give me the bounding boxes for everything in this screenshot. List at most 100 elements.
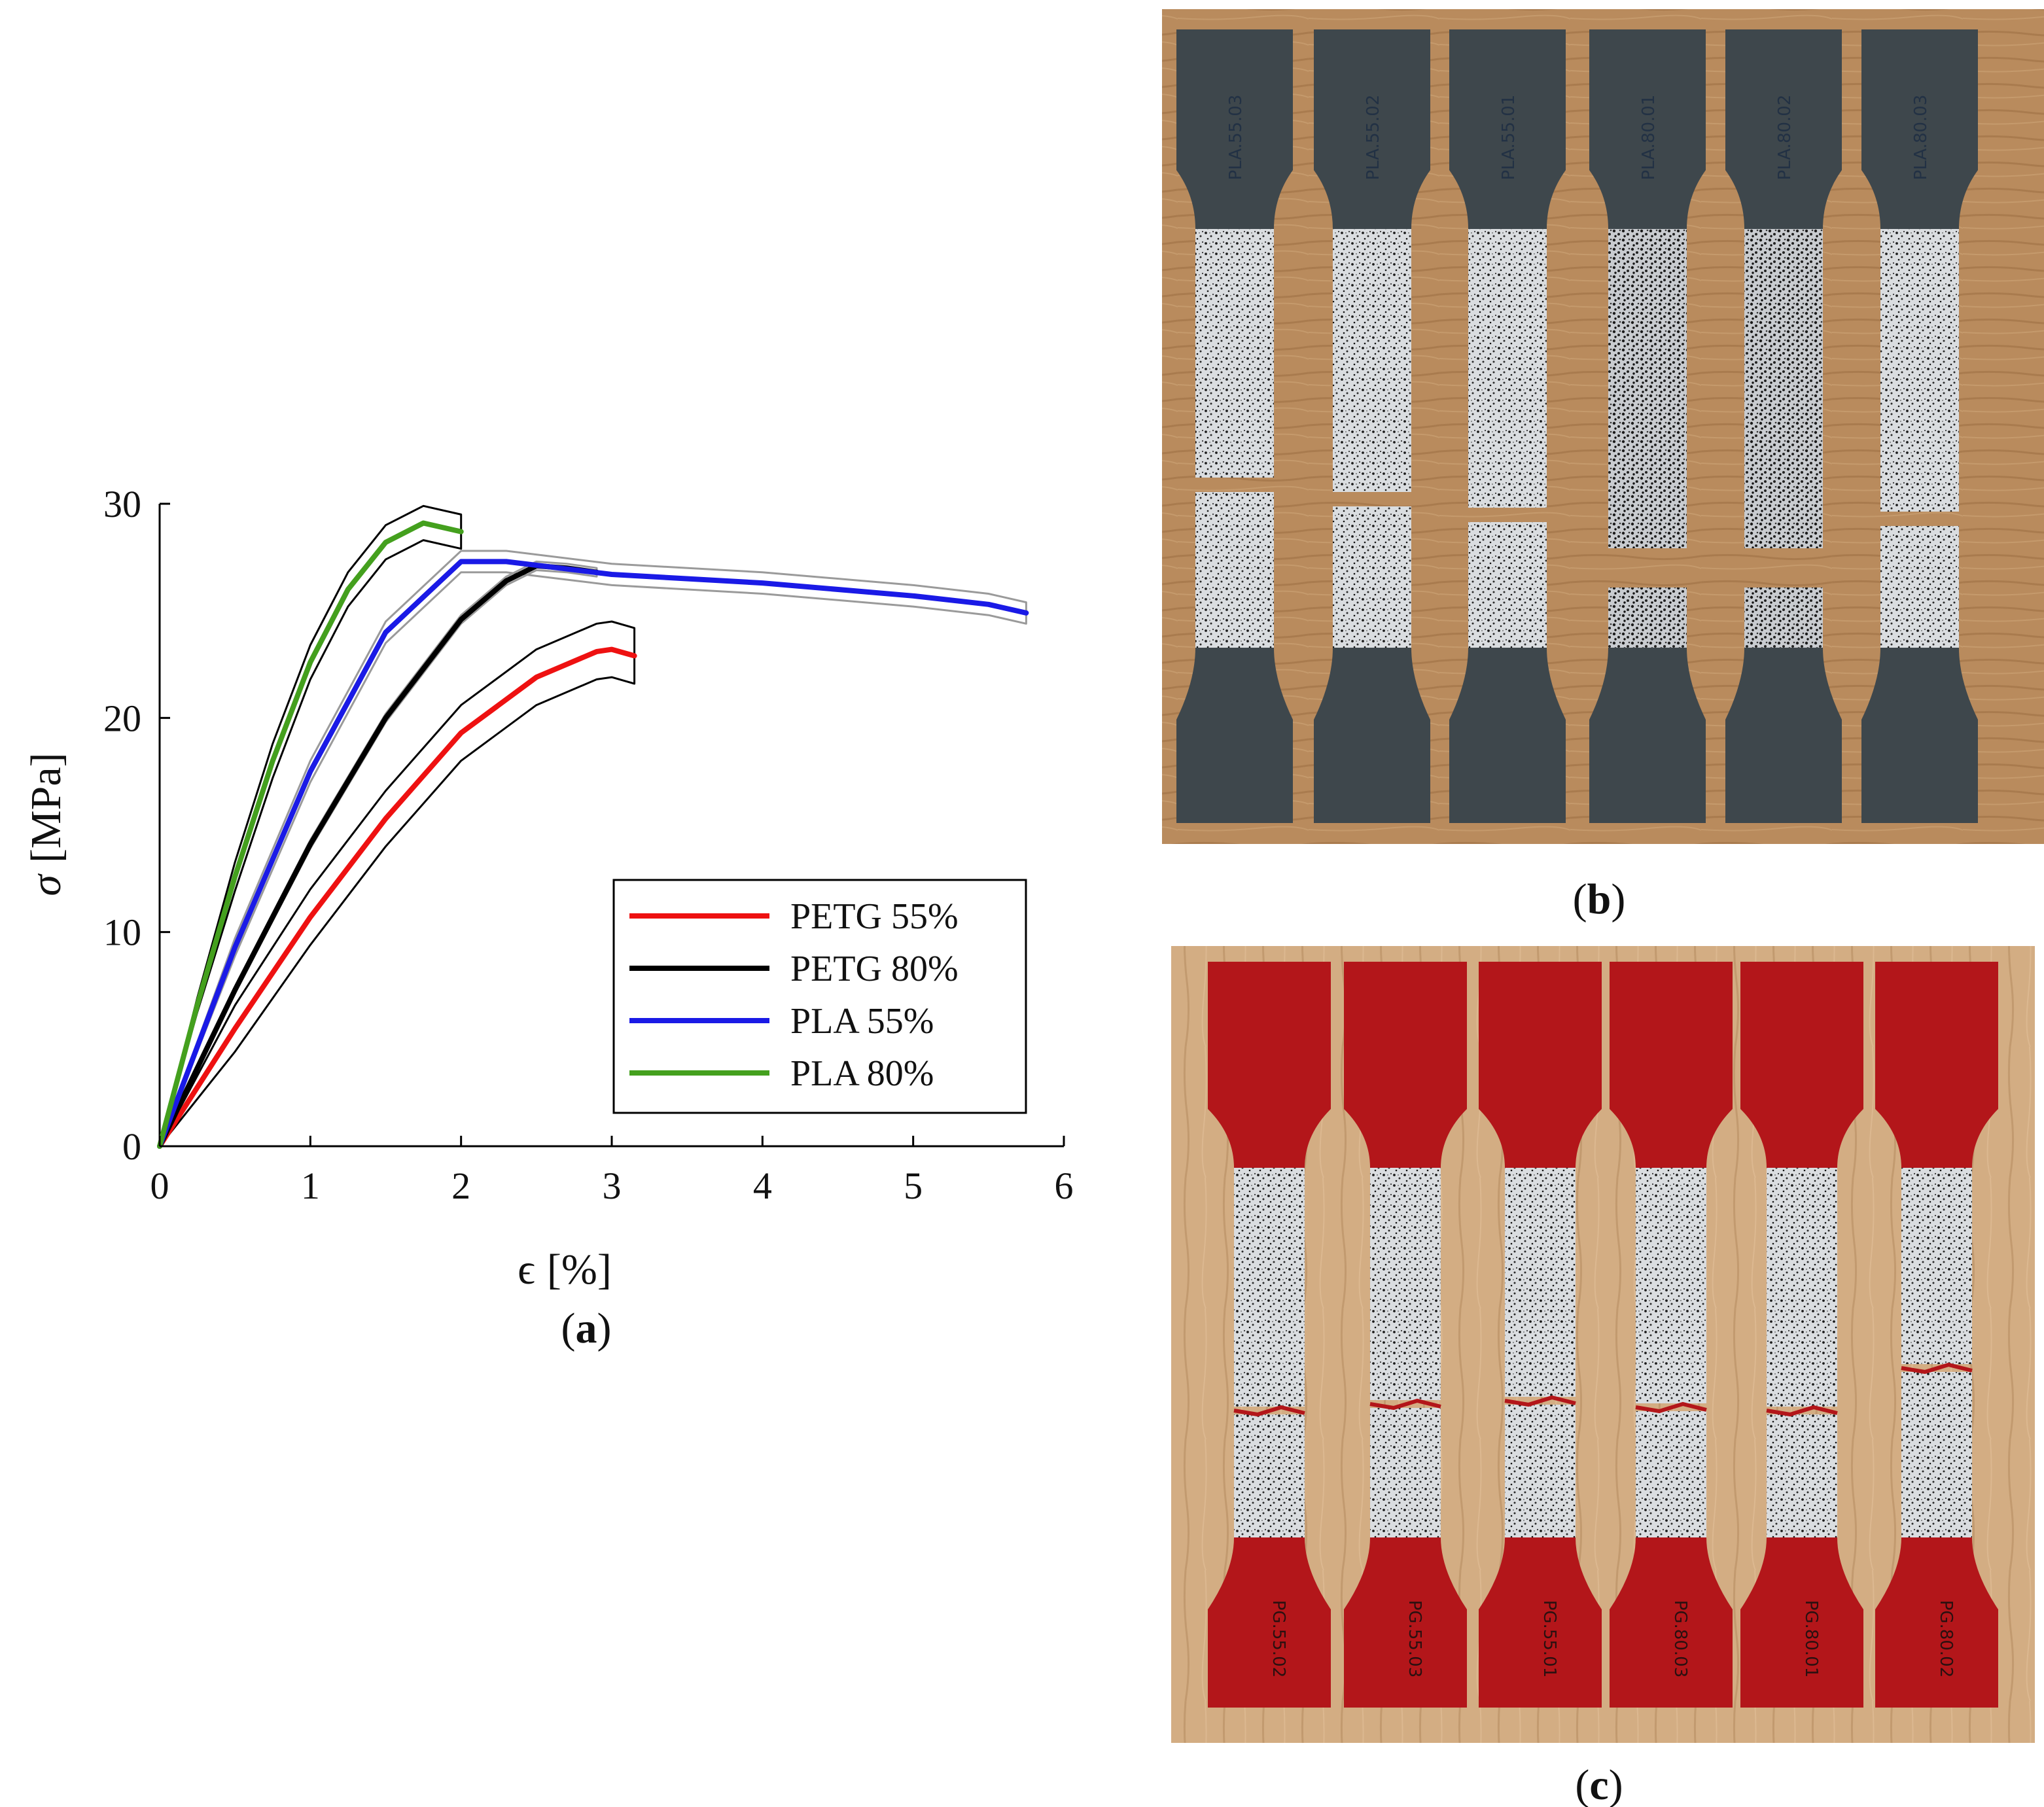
specimen-label: PG.80.01: [1801, 1600, 1821, 1678]
series-line-pla-80: [157, 520, 464, 1149]
specimen-label: PG.55.01: [1540, 1600, 1559, 1678]
grip-top: [1725, 29, 1842, 229]
fracture-line: [1901, 1362, 1973, 1375]
specimen-label: PG.80.03: [1670, 1600, 1690, 1678]
x-tick-label: 4: [753, 1165, 772, 1207]
fracture-line: [1233, 1405, 1305, 1417]
x-axis-label: ϵ [%]: [518, 1246, 612, 1293]
y-tick-label: 0: [122, 1125, 141, 1168]
specimen-b-3: [1449, 29, 1566, 823]
specimen-b-5: [1725, 29, 1842, 823]
grip-top: [1610, 962, 1733, 1168]
specimen-b-6: [1861, 29, 1978, 823]
gauge-upper: [1880, 229, 1959, 512]
x-tick-label: 0: [150, 1165, 169, 1207]
grip-top: [1314, 29, 1430, 229]
specimen-label: PLA.80.01: [1639, 95, 1659, 181]
specimen-label: PG.55.02: [1269, 1600, 1288, 1678]
grip-bottom: [1861, 648, 1978, 823]
specimen-label: PLA.55.02: [1364, 95, 1383, 181]
x-tick-label: 1: [301, 1165, 320, 1207]
gauge-upper: [1505, 1168, 1576, 1397]
specimen-label: PLA.80.03: [1911, 95, 1931, 181]
grip-bottom: [1176, 648, 1293, 823]
grip-bottom: [1314, 648, 1430, 823]
gauge-lower: [1370, 1408, 1441, 1537]
grip-bottom: [1740, 1537, 1863, 1708]
specimen-b-1: [1176, 29, 1293, 823]
specimen-label: PLA.55.01: [1499, 95, 1519, 181]
y-tick-label: 20: [103, 697, 141, 739]
grip-bottom: [1449, 648, 1566, 823]
specimen-label: PLA.55.03: [1226, 95, 1246, 181]
grip-bottom: [1208, 1537, 1331, 1708]
fracture-line: [1504, 1395, 1576, 1407]
legend-label-pla-80: PLA 80%: [790, 1053, 934, 1094]
gauge-lower: [1901, 1372, 1972, 1537]
fracture-line: [1369, 1398, 1441, 1411]
gauge-upper: [1744, 229, 1823, 548]
gauge-lower: [1333, 506, 1411, 648]
legend-label-petg-55: PETG 55%: [790, 896, 959, 937]
chart-legend: PETG 55% PETG 80% PLA 55% PLA 80%: [612, 879, 1027, 1114]
grip-top: [1449, 29, 1566, 229]
specimen-label: PLA.80.02: [1775, 95, 1795, 181]
gauge-upper: [1195, 229, 1274, 478]
specimen-c-2: [1344, 962, 1467, 1708]
gauge-lower: [1608, 588, 1687, 648]
gauge-lower: [1744, 588, 1823, 648]
gauge-upper: [1468, 229, 1547, 508]
grip-top: [1861, 29, 1978, 229]
legend-label-petg-80: PETG 80%: [790, 949, 959, 989]
gauge-upper: [1370, 1168, 1441, 1400]
y-axis-label: σ[MPa]: [22, 752, 70, 896]
specimen-label: PG.55.03: [1405, 1600, 1424, 1678]
series-line-petg-55: [157, 646, 637, 1149]
x-tick-label: 6: [1055, 1165, 1074, 1207]
specimen-c-4: [1610, 962, 1733, 1708]
gauge-lower: [1636, 1411, 1706, 1537]
legend-label-pla-55: PLA 55%: [790, 1001, 934, 1042]
gauge-upper: [1767, 1168, 1837, 1407]
gauge-lower: [1767, 1414, 1837, 1537]
grip-top: [1208, 962, 1331, 1168]
y-tick-label: 10: [103, 911, 141, 954]
specimen-c-6: [1875, 962, 1998, 1708]
x-tick-label: 2: [451, 1165, 470, 1207]
grip-bottom: [1725, 648, 1842, 823]
grip-bottom: [1589, 648, 1706, 823]
gauge-lower: [1505, 1405, 1576, 1537]
photo-panel-b: PLA.55.03 PLA.55.02 PLA.55.01 PLA.80.01 PLA.…: [1162, 9, 2044, 923]
grip-top: [1344, 962, 1467, 1168]
caption-a: (a): [561, 1305, 612, 1352]
series-line-pla-55: [157, 559, 1029, 1149]
x-tick-label: 5: [904, 1165, 923, 1207]
photo-panel-c: PG.55.02 PG.55.03 PG.55.01 PG.80.03 PG.80.01…: [1171, 946, 2035, 1807]
specimen-b-4: [1589, 29, 1706, 823]
specimen-c-5: [1740, 962, 1863, 1708]
grip-top: [1176, 29, 1293, 229]
caption-b: (b): [1573, 875, 1626, 923]
grip-bottom: [1479, 1537, 1602, 1708]
grip-bottom: [1875, 1537, 1998, 1708]
fracture-line: [1766, 1405, 1838, 1417]
specimen-label: PG.80.02: [1936, 1600, 1956, 1678]
gauge-upper: [1234, 1168, 1305, 1407]
specimen-c-1: [1208, 962, 1331, 1708]
gauge-lower: [1468, 522, 1547, 648]
gauge-lower: [1234, 1414, 1305, 1537]
gauge-lower: [1195, 492, 1274, 648]
grip-top: [1740, 962, 1863, 1168]
grip-top: [1875, 962, 1998, 1168]
caption-c: (c): [1575, 1761, 1623, 1807]
specimen-c-3: [1479, 962, 1602, 1708]
x-tick-label: 3: [603, 1165, 622, 1207]
fracture-line: [1635, 1401, 1707, 1414]
gauge-upper: [1608, 229, 1687, 548]
grip-top: [1479, 962, 1602, 1168]
grip-top: [1589, 29, 1706, 229]
chart-ticks: 0 1 2 3 4 5 6 0 10 20 30: [103, 483, 1074, 1207]
y-tick-label: 30: [103, 483, 141, 525]
